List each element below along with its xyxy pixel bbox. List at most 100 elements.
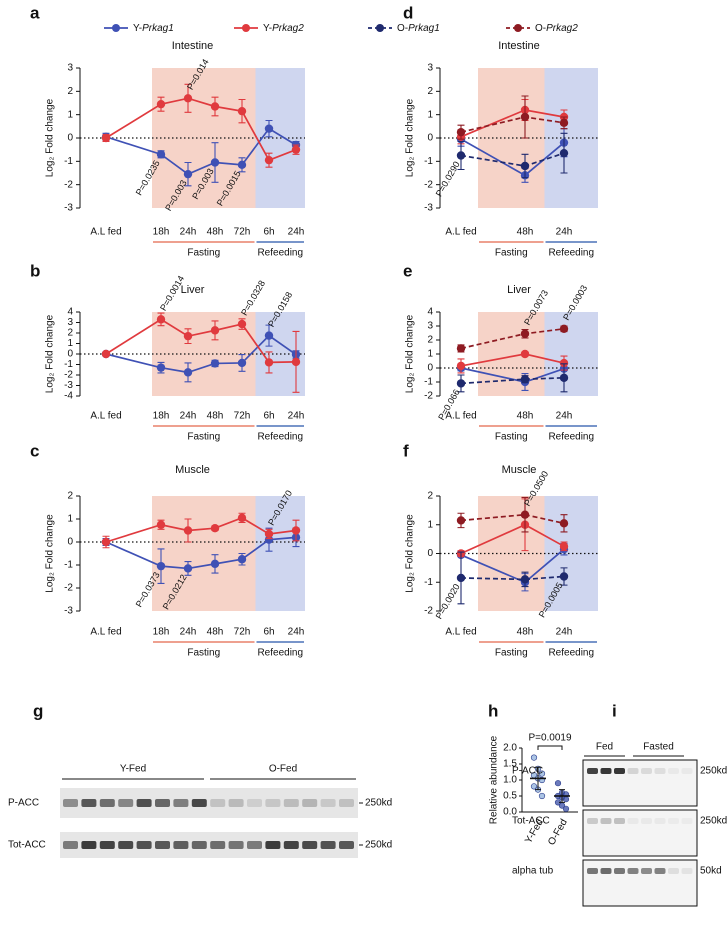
x-tick-label: 24h xyxy=(556,227,573,238)
x-tick-label: 6h xyxy=(263,411,274,422)
blot-band xyxy=(614,818,625,824)
data-point xyxy=(520,161,530,171)
blot-band xyxy=(265,799,281,807)
blot-band xyxy=(81,841,97,849)
x-tick-label: 48h xyxy=(517,411,534,422)
data-point xyxy=(264,529,274,539)
x-tick-label: 24h xyxy=(556,627,573,638)
group-label: Refeeding xyxy=(548,432,594,443)
blot-band xyxy=(668,768,679,774)
x-tick-label: 48h xyxy=(207,627,224,638)
blot-band xyxy=(81,799,97,807)
data-point xyxy=(291,526,301,535)
blot-band xyxy=(339,799,354,807)
legend-marker xyxy=(376,24,384,32)
data-point xyxy=(210,559,220,569)
y-axis-label: Log₂ Fold change xyxy=(405,514,416,593)
y-tick-label: -2 xyxy=(64,370,73,381)
data-point xyxy=(264,358,274,367)
group-label: Refeeding xyxy=(548,248,594,259)
y-tick-label: -1 xyxy=(64,156,73,167)
panel-letter: e xyxy=(403,261,412,280)
data-point xyxy=(156,561,166,571)
blot-band xyxy=(210,841,226,849)
y-tick-label: 0 xyxy=(427,133,433,144)
data-point xyxy=(237,513,247,523)
panel-letter: g xyxy=(33,701,43,720)
data-point xyxy=(520,349,530,359)
y-tick-label: -2 xyxy=(64,583,73,594)
y-tick-label: 1 xyxy=(67,338,73,349)
x-tick-label: 72h xyxy=(234,227,251,238)
legend-marker xyxy=(242,24,250,32)
x-tick-label: 48h xyxy=(207,227,224,238)
data-point xyxy=(520,375,530,384)
blot-band xyxy=(681,768,693,774)
blot-band xyxy=(339,841,354,849)
blot-band xyxy=(641,768,652,774)
panel-letter: f xyxy=(403,441,409,460)
row-label: alpha tub xyxy=(512,866,554,877)
data-point xyxy=(456,127,466,137)
chart-title: Muscle xyxy=(175,464,210,476)
data-point xyxy=(520,329,530,338)
data-point xyxy=(559,148,569,158)
chart-title: Liver xyxy=(181,284,205,296)
group-label: Fasting xyxy=(495,648,528,659)
group-label: Fasting xyxy=(187,432,220,443)
group-label: Fasting xyxy=(495,248,528,259)
y-axis-label: Log₂ Fold change xyxy=(405,314,416,393)
y-tick-label: -3 xyxy=(64,203,73,214)
data-point xyxy=(237,555,247,564)
data-point xyxy=(456,516,466,525)
blot-band xyxy=(641,818,652,824)
data-point xyxy=(237,358,247,368)
x-tick-label: 24h xyxy=(288,227,305,238)
y-tick-label: 0 xyxy=(67,133,73,144)
data-point xyxy=(538,770,546,777)
blot-band xyxy=(155,841,170,849)
group-label: O-Fed xyxy=(269,764,297,775)
blot-box xyxy=(582,859,698,907)
legend-label: O-Prkag2 xyxy=(535,23,578,34)
y-tick-label: 0.5 xyxy=(503,791,517,802)
blot-band xyxy=(265,841,281,849)
y-tick-label: -1 xyxy=(64,560,73,571)
chart-title: Intestine xyxy=(172,40,214,52)
blot-band xyxy=(136,841,152,849)
data-point xyxy=(237,319,247,329)
data-point xyxy=(210,524,220,533)
group-label: Fasting xyxy=(495,432,528,443)
y-tick-label: 1.0 xyxy=(503,775,517,786)
legend-label: Y-Prkag2 xyxy=(263,23,304,34)
data-point xyxy=(562,796,570,803)
y-tick-label: 1 xyxy=(427,519,433,530)
blot-band xyxy=(587,818,598,824)
blot-band xyxy=(587,868,598,874)
data-point xyxy=(264,535,274,544)
data-point xyxy=(183,94,193,103)
blot-band xyxy=(302,799,318,807)
group-label: Refeeding xyxy=(548,648,594,659)
x-tick-label: 24h xyxy=(180,627,197,638)
size-label: 250kd xyxy=(365,798,392,809)
blot-band xyxy=(63,799,78,807)
size-label: 50kd xyxy=(700,866,722,877)
row-label: P-ACC xyxy=(512,766,543,777)
data-point xyxy=(237,160,247,170)
group-shading xyxy=(544,312,598,396)
blot-band xyxy=(173,799,189,807)
y-tick-label: 3 xyxy=(427,63,433,74)
group-label: Refeeding xyxy=(257,648,303,659)
blot-band xyxy=(587,768,598,774)
data-point xyxy=(554,780,562,787)
y-tick-label: 3 xyxy=(427,321,433,332)
chart-title: Intestine xyxy=(498,40,540,52)
y-tick-label: 0 xyxy=(67,349,73,360)
blot-band xyxy=(681,868,693,874)
data-point xyxy=(538,792,546,800)
y-tick-label: 2.0 xyxy=(503,743,517,754)
x-tick-label: 72h xyxy=(234,411,251,422)
blot-band xyxy=(173,841,189,849)
